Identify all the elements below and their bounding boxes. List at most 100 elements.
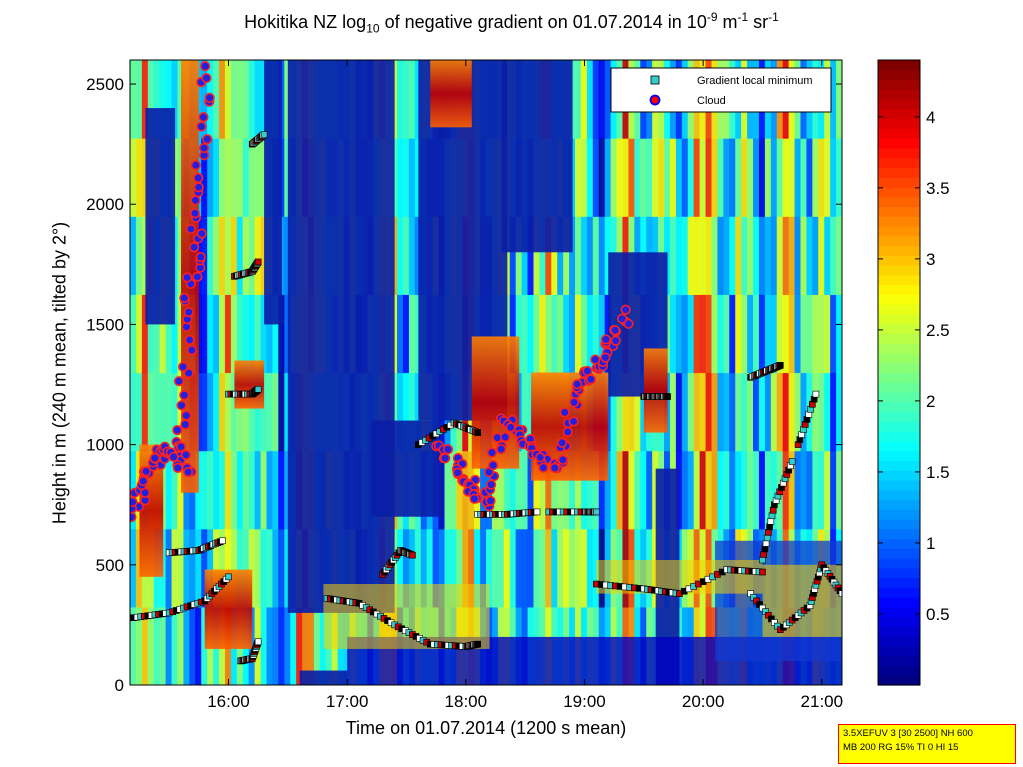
heatmap-cell — [450, 450, 457, 530]
heatmap-cell — [135, 372, 143, 452]
gradient-minimum-marker — [474, 640, 481, 648]
heatmap-cell — [130, 216, 137, 295]
legend-box — [610, 67, 832, 113]
heatmap-cell — [628, 138, 635, 217]
heatmap-cell — [788, 450, 796, 530]
cloud-marker — [620, 304, 631, 315]
heatmap-cell — [693, 372, 701, 452]
cloud-marker — [572, 379, 583, 390]
gradient-minimum-marker — [838, 590, 842, 597]
colorbar-cell — [878, 558, 920, 569]
heatmap-cell — [201, 450, 208, 530]
x-axis-label: Time on 01.07.2014 (1200 s mean) — [345, 718, 627, 738]
heatmap-cell — [622, 372, 629, 452]
cloud-marker — [549, 462, 560, 474]
heatmap-cell — [592, 138, 600, 217]
heatmap-cell — [254, 294, 262, 374]
heatmap-cell — [758, 372, 766, 452]
heatmap-cell — [818, 450, 825, 530]
heatmap-cell — [586, 216, 594, 295]
cloud-marker — [179, 389, 190, 401]
heatmap-cell — [201, 138, 208, 217]
heatmap-cell — [741, 216, 748, 295]
gradient-minimum-marker — [254, 386, 262, 393]
heatmap-cell — [764, 450, 772, 530]
cloud-marker — [193, 172, 204, 183]
colorbar: 0.5 1 1.5 2 2.5 3 3.5 4 — [877, 59, 950, 686]
low-value-region — [145, 108, 176, 325]
colorbar-cell — [878, 479, 920, 491]
colorbar-cell — [878, 665, 920, 676]
heatmap-cell — [284, 450, 291, 530]
settings-info-box: 3.5XEFUV 3 [30 2500] NH 600 MB 200 RG 15… — [838, 724, 1016, 764]
gradient-minimum-marker — [762, 540, 770, 547]
heatmap-cell — [183, 606, 190, 685]
heatmap-cell — [711, 450, 718, 530]
heatmap-cell — [705, 450, 713, 530]
heatmap-cell — [575, 528, 582, 608]
heatmap-cell — [527, 294, 535, 374]
gradient-minimum-marker — [760, 551, 767, 558]
heatmap-cell — [397, 294, 404, 374]
heatmap-cell — [687, 450, 695, 530]
cloud-marker — [184, 334, 195, 346]
heatmap-cell — [681, 216, 689, 295]
heatmap-cell — [171, 528, 179, 608]
heatmap-cell — [747, 138, 754, 217]
heatmap-cell — [284, 528, 291, 608]
heatmap-cell — [575, 216, 582, 295]
heatmap-cell — [699, 216, 707, 295]
cloud-marker — [183, 368, 194, 379]
heatmap-cell — [254, 528, 262, 608]
heatmap-cell — [509, 528, 517, 608]
heatmap-cell — [201, 528, 208, 608]
heatmap-cell — [557, 528, 564, 608]
heatmap-cell — [278, 528, 285, 608]
heatmap-cell — [509, 216, 517, 295]
cloud-marker — [557, 454, 568, 465]
heatmap-cell — [515, 450, 523, 530]
heatmap-cell — [527, 528, 535, 608]
high-value-region — [430, 60, 472, 128]
cloud-marker — [176, 400, 187, 411]
heatmap-cell — [408, 60, 416, 139]
heatmap-cell — [313, 606, 321, 685]
colorbar-tick-label: 0.5 — [926, 605, 950, 624]
heatmap-cell — [758, 450, 766, 530]
cloud-marker — [496, 444, 507, 455]
heatmap-cell — [135, 294, 143, 374]
heatmap-cell — [753, 294, 760, 374]
heatmap-cell — [604, 216, 612, 295]
heatmap-cell — [812, 372, 819, 452]
heatmap-cell — [284, 372, 291, 452]
heatmap-cell — [800, 138, 807, 217]
heatmap-cell — [141, 138, 149, 217]
heatmap-cell — [563, 528, 570, 608]
heatmap-cell — [201, 294, 208, 374]
heatmap-cell — [836, 450, 842, 530]
heatmap-cell — [236, 60, 244, 139]
colorbar-cell — [878, 186, 920, 198]
heatmap-cell — [397, 372, 404, 452]
heatmap-cell — [705, 294, 713, 374]
heatmap-cell — [598, 294, 606, 374]
heatmap-cell — [444, 450, 451, 530]
colorbar-tick-label: 4 — [926, 108, 935, 127]
colorbar-cell — [878, 577, 920, 588]
heatmap-cell — [432, 528, 440, 608]
colorbar-cell — [878, 89, 920, 100]
heatmap-cell — [130, 372, 137, 452]
heatmap-cell — [230, 216, 238, 295]
heatmap-cell — [800, 216, 807, 295]
heatmap-cell — [598, 60, 606, 139]
heatmap-cell — [266, 528, 273, 608]
heatmap-cell — [236, 528, 244, 608]
heatmap-cell — [616, 138, 624, 217]
heatmap-cell — [652, 450, 659, 530]
heatmap-cell — [272, 372, 279, 452]
heatmap-cell — [770, 450, 778, 530]
gradient-minimum-marker — [768, 512, 776, 520]
heatmap-cell — [812, 216, 819, 295]
heatmap-cell — [456, 450, 463, 530]
